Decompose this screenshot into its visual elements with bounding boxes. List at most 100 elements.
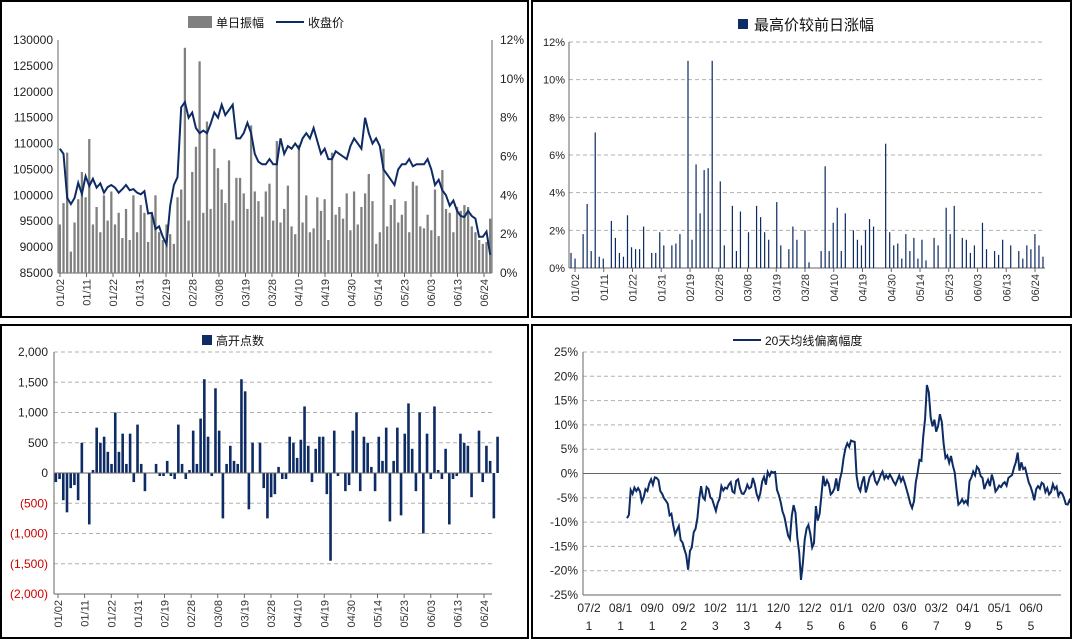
y-tick-label: 0 [41,466,48,480]
amplitude-bar [139,205,142,273]
x-tick-label: 04/19 [320,279,332,307]
amplitude-bar [386,226,389,273]
amplitude-bar [169,234,172,273]
gap-bar [358,473,362,492]
amplitude-bar [194,146,198,273]
gap-bar [106,451,110,473]
x-tick-label: 01/11 [80,600,92,627]
x-tick-label: 06/13 [453,279,465,307]
gap-bar [299,439,303,473]
x-tick-label-line2: 1 [649,619,656,633]
y-tick-label: -25% [550,588,578,602]
high-change-bar [630,247,633,268]
amplitude-bar [180,189,183,273]
high-change-bar [711,60,713,269]
y-right-tick-label: 8% [500,111,518,125]
gap-bar [303,406,306,473]
x-tick-label: 01/02 [570,274,582,302]
y-tick-label: 25% [554,345,578,359]
gap-bar [54,473,58,483]
amplitude-bar [198,61,201,273]
high-change-bar [626,215,629,268]
amplitude-bar [397,222,400,273]
x-tick-label: 01/02 [53,600,65,628]
amplitude-bar [283,208,286,273]
close-price-line [58,99,492,256]
amplitude-bar [135,232,139,273]
y-tick-label: 15% [554,394,578,408]
chart-gap-points: 2,000 1,500 1,000 500 0 (500) (1,000) (1,500) (2… [10,333,499,628]
amplitude-bar [316,197,319,273]
panel-high-change: 0% 2% 4% 6% 8% 10% 12% 01/02 01/11 01/22 01/31 02/1… [531,0,1072,318]
amplitude-bar [330,152,334,273]
amplitude-bar [172,243,175,273]
amplitude-bar [290,226,293,273]
high-change-bar [610,220,612,268]
high-change-bar [776,202,778,268]
high-change-bar [1034,234,1036,268]
gap-bar [422,473,425,534]
high-change-bar [852,230,854,268]
amplitude-bar [426,214,429,273]
amplitude-bar [308,232,312,273]
gap-bar [362,436,366,473]
gap-bar [258,442,262,473]
amplitude-bar [161,239,164,273]
amplitude-bar [356,224,359,273]
high-change-bar [655,252,657,268]
x-tick-label: 02/28 [188,279,200,307]
amplitude-bar [345,193,348,273]
y-tick-label: 0% [561,467,579,481]
gap-bar [496,436,499,473]
gap-bar [266,473,269,519]
high-change-bar [945,207,947,268]
legend-label: 最高价较前日涨幅 [754,16,874,34]
high-change-bar [695,164,697,268]
gap-bar [388,473,392,522]
amplitude-bar [66,152,69,273]
legend-amplitude-swatch [188,16,212,28]
high-change-bar [703,170,705,268]
x-tick-label: 05/14 [915,274,927,302]
x-tick-label: 05/23 [400,279,412,307]
high-change-bar [1026,245,1028,268]
x-tick-label: 02/19 [160,600,172,628]
gap-bar [325,473,329,495]
gap-bar [321,436,325,473]
x-tick-label: 01/31 [133,600,145,628]
x-tick-label: 01/11 [599,274,611,301]
amplitude-bar [400,214,404,273]
high-change-bar [917,258,919,268]
gap-bar [470,473,473,498]
high-change-bar [937,245,939,268]
amplitude-bar [205,121,209,273]
chart-ma20-deviation: 25% 20% 15% 10% 5% 0% -5% -10% -15% -20% -25%07/2 1… [550,333,1070,633]
gap-bar [332,430,336,473]
gap-bar [117,451,121,473]
gap-bar [121,433,124,473]
high-change-bar [570,252,572,268]
gap-bar [403,433,407,473]
amplitude-bar [69,251,73,273]
amplitude-bar [150,214,153,273]
high-change-bar [796,239,798,268]
amplitude-bar [441,170,444,273]
y-left-tick-label: 90000 [20,240,54,254]
x-tick-label-line2: 5 [807,619,814,633]
panel-amplitude-close: 85000 90000 95000 100000 105000 110000 115000 1… [0,0,529,318]
high-change-bar [868,219,871,268]
gap-bar [180,463,184,473]
gap-bar [414,473,418,492]
high-change-bar [832,222,834,268]
high-change-bar [1022,258,1024,268]
gap-bar [306,445,310,473]
gap-bar [195,463,199,473]
high-change-bar [731,205,733,268]
amplitude-bar [128,239,131,273]
x-tick-label-line2: 1 [586,619,593,633]
high-change-bar [618,252,621,268]
x-tick-label-line2: 3 [712,619,719,633]
gap-bar [162,473,165,477]
x-tick-label: 05/23 [399,600,411,628]
amplitude-bar [253,191,256,273]
